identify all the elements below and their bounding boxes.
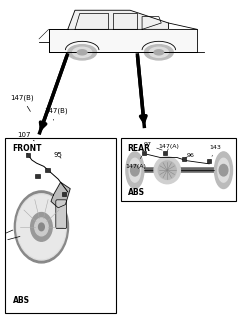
Circle shape bbox=[17, 195, 65, 259]
Text: 147(B): 147(B) bbox=[44, 108, 67, 120]
Ellipse shape bbox=[154, 157, 181, 184]
Circle shape bbox=[131, 164, 139, 176]
Text: ABS: ABS bbox=[13, 296, 30, 305]
Text: 95: 95 bbox=[54, 152, 62, 158]
Circle shape bbox=[14, 191, 68, 263]
Ellipse shape bbox=[154, 50, 164, 55]
FancyBboxPatch shape bbox=[182, 157, 186, 161]
Circle shape bbox=[17, 194, 66, 260]
Text: 143: 143 bbox=[209, 145, 221, 156]
Circle shape bbox=[31, 212, 52, 241]
Text: 107: 107 bbox=[17, 132, 34, 141]
Text: ABS: ABS bbox=[128, 188, 145, 197]
Polygon shape bbox=[51, 182, 70, 208]
Ellipse shape bbox=[68, 45, 97, 60]
Polygon shape bbox=[68, 10, 168, 29]
Text: REAR: REAR bbox=[128, 144, 151, 153]
Text: 97: 97 bbox=[143, 142, 162, 150]
FancyBboxPatch shape bbox=[207, 159, 211, 163]
Text: 96: 96 bbox=[186, 153, 194, 158]
FancyBboxPatch shape bbox=[45, 168, 50, 172]
Polygon shape bbox=[49, 29, 197, 52]
Ellipse shape bbox=[129, 158, 141, 182]
Ellipse shape bbox=[218, 158, 229, 182]
FancyBboxPatch shape bbox=[61, 192, 66, 196]
Text: 147(A): 147(A) bbox=[159, 144, 180, 151]
Bar bbox=[6, 138, 116, 313]
Circle shape bbox=[35, 218, 48, 236]
Ellipse shape bbox=[73, 47, 92, 57]
Ellipse shape bbox=[214, 152, 233, 188]
Ellipse shape bbox=[77, 50, 87, 55]
Ellipse shape bbox=[144, 45, 173, 60]
Text: 147(B): 147(B) bbox=[10, 95, 34, 111]
Ellipse shape bbox=[126, 152, 144, 188]
Bar bbox=[120, 138, 235, 201]
Text: FRONT: FRONT bbox=[13, 144, 42, 153]
Ellipse shape bbox=[149, 47, 168, 57]
FancyBboxPatch shape bbox=[142, 151, 146, 155]
Circle shape bbox=[39, 223, 44, 231]
FancyBboxPatch shape bbox=[56, 200, 67, 228]
FancyBboxPatch shape bbox=[163, 151, 167, 155]
FancyBboxPatch shape bbox=[35, 174, 40, 178]
Ellipse shape bbox=[158, 161, 176, 180]
Text: 147(A): 147(A) bbox=[125, 156, 146, 169]
FancyBboxPatch shape bbox=[26, 153, 30, 157]
Circle shape bbox=[219, 164, 228, 176]
